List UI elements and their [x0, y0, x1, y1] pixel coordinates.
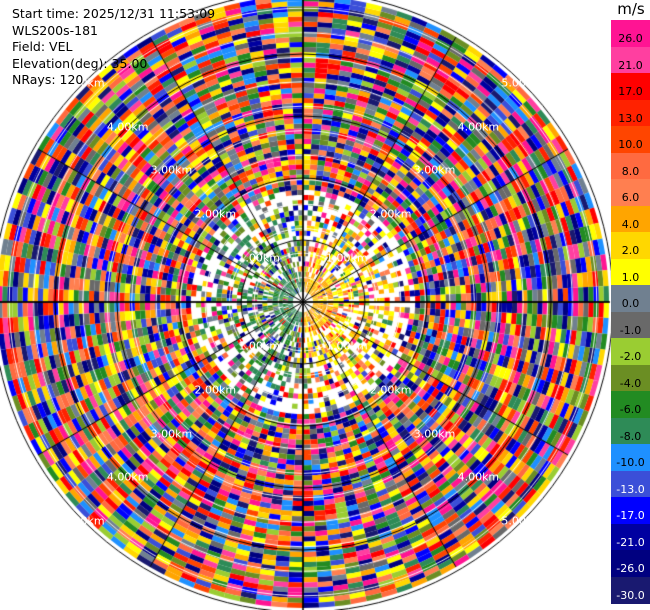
colorbar-tick-label: -13.0 — [616, 482, 645, 496]
range-ring-label: 5.00km — [63, 514, 105, 528]
colorbar-swatch — [611, 99, 650, 127]
range-ring-label: 3.00km — [413, 163, 456, 177]
colorbar-tick-label: 26.0 — [618, 32, 643, 46]
colorbar-tick-label: 13.0 — [618, 111, 643, 125]
colorbar-tick-label: -26.0 — [616, 562, 645, 576]
colorbar-swatch — [611, 258, 650, 286]
elevation-text: Elevation(deg): 35.00 — [12, 55, 148, 71]
colorbar-swatch — [611, 470, 650, 498]
colorbar-swatch — [611, 364, 650, 392]
range-ring-label: 4.00km — [457, 120, 500, 134]
colorbar-swatch — [611, 444, 650, 471]
colorbar-swatch — [611, 550, 650, 577]
colorbar-tick-label: 0.0 — [621, 297, 640, 311]
colorbar-tick-label: 17.0 — [618, 85, 643, 99]
range-ring-label: 5.00km — [501, 76, 543, 90]
colorbar-swatch — [611, 205, 650, 233]
colorbar-swatch — [611, 523, 650, 551]
colorbar-swatch — [611, 391, 650, 418]
colorbar-swatch — [611, 311, 650, 339]
colorbar-swatch — [611, 497, 650, 524]
colorbar-swatch — [611, 285, 650, 312]
range-ring-label: 3.00km — [413, 427, 456, 441]
colorbar-tick-label: 21.0 — [618, 58, 643, 72]
range-ring-label: 3.00km — [150, 427, 193, 441]
range-ring-label: 1.00km — [326, 251, 368, 265]
colorbar-tick-label: -2.0 — [619, 350, 642, 364]
colorbar-tick-label: -10.0 — [616, 456, 645, 470]
range-ring-label: 5.00km — [501, 514, 543, 528]
range-ring-label: 4.00km — [106, 120, 149, 134]
range-ring-label: 4.00km — [106, 470, 149, 484]
range-ring-label: 5.00km — [63, 76, 105, 90]
colorbar-tick-label: 6.0 — [621, 191, 640, 205]
colorbar-swatch — [611, 126, 650, 153]
colorbar-swatch — [611, 232, 650, 259]
colorbar-tick-label: -6.0 — [619, 403, 642, 417]
scan-info-panel: Start time: 2025/12/31 11:53:09 WLS200s-… — [12, 6, 215, 89]
nrays-text: NRays: 120 — [12, 72, 84, 87]
colorbar-swatch — [611, 338, 650, 365]
field-text: Field: VEL — [12, 39, 73, 54]
colorbar-tick-label: -4.0 — [619, 376, 642, 390]
range-ring-label: 2.00km — [194, 383, 237, 397]
colorbar-tick-label: 2.0 — [621, 244, 640, 258]
colorbar-tick-label: 1.0 — [621, 270, 640, 284]
range-ring-label: 3.00km — [150, 163, 193, 177]
colorbar-tick-label: -21.0 — [616, 535, 645, 549]
start-time-text: Start time: 2025/12/31 11:53:09 — [12, 6, 216, 21]
colorbar-tick-label: 10.0 — [618, 138, 643, 152]
colorbar-unit: m/s — [617, 0, 645, 18]
velocity-colorbar: 26.0 21.0 17.0 13.0 10.0 8.0 6.0 4.0 2.0 1.0 0.0 -1… — [611, 20, 650, 604]
range-ring-label: 2.00km — [194, 207, 237, 221]
colorbar-tick-label: 8.0 — [621, 164, 640, 178]
colorbar-swatch — [611, 152, 650, 180]
range-ring-label: 1.00km — [326, 339, 368, 353]
range-ring-label: 2.00km — [369, 383, 412, 397]
colorbar-swatch — [611, 417, 650, 445]
colorbar-swatch — [611, 46, 650, 74]
colorbar-swatch — [611, 179, 650, 206]
instrument-name-text: WLS200s-181 — [12, 22, 98, 38]
colorbar-tick-label: -17.0 — [616, 509, 645, 523]
colorbar-swatch — [611, 576, 650, 604]
range-ring-label: 1.00km — [238, 339, 280, 353]
colorbar-swatch — [611, 20, 650, 47]
colorbar-swatch — [611, 73, 650, 100]
colorbar-tick-label: -1.0 — [619, 323, 642, 337]
colorbar-tick-label: 4.0 — [621, 217, 640, 231]
colorbar-tick-label: -30.0 — [616, 588, 645, 602]
range-ring-label: 2.00km — [369, 207, 412, 221]
range-ring-label: 1.00km — [238, 251, 280, 265]
range-ring-label: 4.00km — [457, 470, 500, 484]
colorbar-tick-label: -8.0 — [619, 429, 642, 443]
